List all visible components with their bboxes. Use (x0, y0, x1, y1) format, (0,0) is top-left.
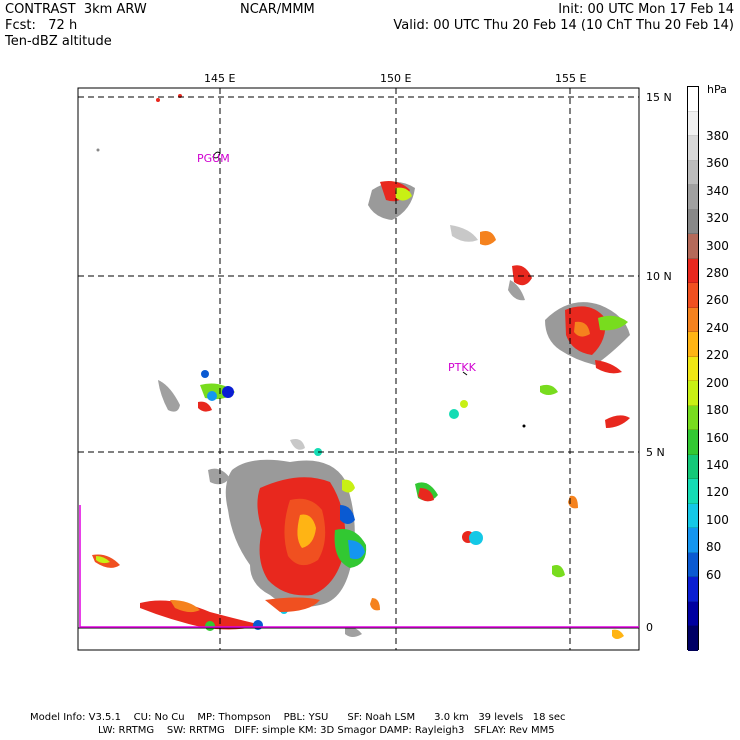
station-ptkk: PTKK (448, 361, 476, 374)
colorbar-tick-label: 120 (706, 485, 729, 500)
colorbar-tick-label: 80 (706, 540, 722, 555)
colorbar-cell (688, 430, 698, 455)
colorbar (687, 86, 699, 651)
forecast-hour: Fcst: 72 h (5, 18, 78, 33)
colorbar-cell (688, 601, 698, 627)
colorbar-unit: hPa (707, 83, 727, 96)
colorbar-cell (688, 160, 698, 186)
colorbar-tick-label: 340 (706, 183, 729, 198)
colorbar-tick-label: 320 (706, 211, 729, 226)
field-name: Ten-dBZ altitude (5, 34, 112, 49)
lon-label-145: 145 E (204, 72, 236, 85)
colorbar-tick-label: 260 (706, 293, 729, 308)
colorbar-cell (688, 405, 698, 431)
lat-label-10n: 10 N (646, 270, 672, 283)
model-info-line2: LW: RRTMG SW: RRTMG DIFF: simple KM: 3D … (98, 725, 555, 736)
island-marker (522, 424, 526, 428)
colorbar-tick-label: 220 (706, 348, 729, 363)
guam-coastline (212, 151, 221, 159)
lat-lon-grid (78, 88, 639, 650)
colorbar-tick-label: 360 (706, 156, 729, 171)
colorbar-tick-label: 240 (706, 320, 729, 335)
station-pgum: PGUM (197, 152, 230, 165)
reflectivity-field (92, 94, 630, 639)
colorbar-cell (688, 258, 698, 284)
domain-boundary (79, 505, 639, 628)
colorbar-cell (688, 454, 698, 480)
colorbar-tick-label: 300 (706, 238, 729, 253)
colorbar-tick-label: 180 (706, 403, 729, 418)
chuuk-coastline (462, 371, 468, 376)
model-title: CONTRAST 3km ARW (5, 2, 147, 17)
colorbar-cell (688, 626, 698, 651)
lon-label-150: 150 E (380, 72, 412, 85)
colorbar-tick-label: 100 (706, 512, 729, 527)
colorbar-tick-label: 160 (706, 430, 729, 445)
lat-label-5n: 5 N (646, 446, 665, 459)
lat-label-equator: 0 (646, 621, 653, 634)
colorbar-cell (688, 209, 698, 235)
colorbar-cell (688, 87, 698, 112)
colorbar-cell (688, 528, 698, 553)
colorbar-cell (688, 552, 698, 578)
colorbar-tick-label: 200 (706, 375, 729, 390)
colorbar-cell (688, 283, 698, 308)
lat-label-15n: 15 N (646, 91, 672, 104)
colorbar-cell (688, 381, 698, 406)
colorbar-cell (688, 503, 698, 529)
colorbar-cell (688, 185, 698, 210)
colorbar-tick-label: 140 (706, 457, 729, 472)
colorbar-cell (688, 307, 698, 333)
init-time: Init: 00 UTC Mon 17 Feb 14 (558, 2, 734, 17)
colorbar-tick-label: 380 (706, 129, 729, 144)
colorbar-cell (688, 479, 698, 504)
colorbar-cell (688, 356, 698, 382)
lon-label-155: 155 E (555, 72, 587, 85)
valid-time: Valid: 00 UTC Thu 20 Feb 14 (10 ChT Thu … (393, 18, 734, 33)
organization: NCAR/MMM (240, 2, 315, 17)
colorbar-cell (688, 234, 698, 259)
colorbar-cell (688, 111, 698, 137)
colorbar-cell (688, 136, 698, 161)
colorbar-tick-label: 60 (706, 567, 722, 582)
colorbar-tick-label: 280 (706, 266, 729, 281)
model-info-line1: Model Info: V3.5.1 CU: No Cu MP: Thompso… (30, 712, 566, 723)
colorbar-cell (688, 577, 698, 602)
colorbar-cell (688, 332, 698, 357)
